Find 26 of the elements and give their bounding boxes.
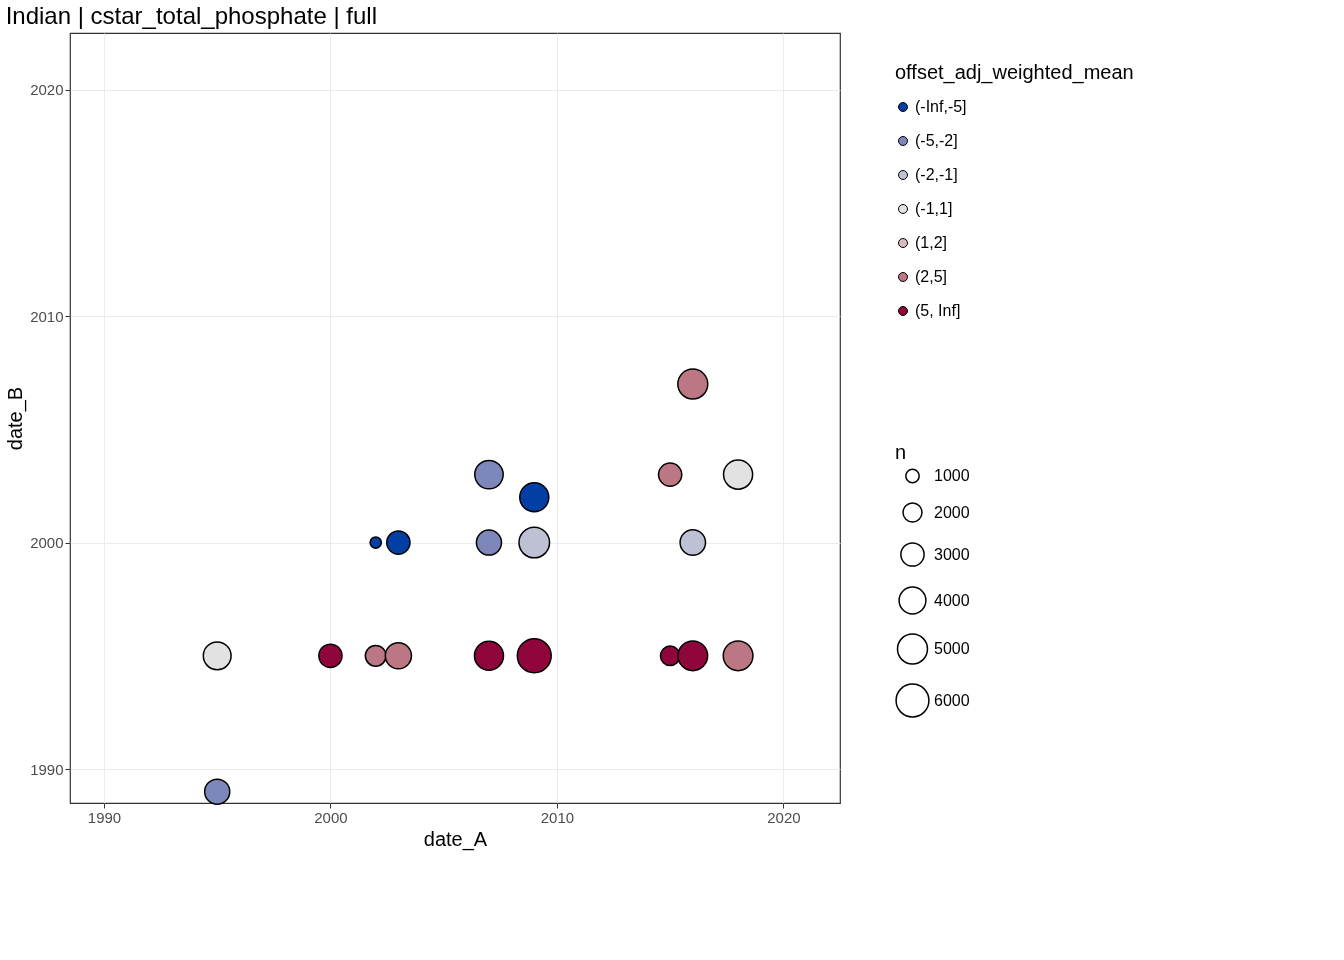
text: n	[895, 441, 907, 463]
y-tick-label: 2000	[30, 534, 64, 552]
y-tick-label: 2010	[30, 307, 64, 325]
legend-label: 4000	[934, 591, 970, 609]
x-tick-label: 2020	[767, 808, 801, 826]
text: offset_adj_weighted_mean	[895, 61, 1134, 83]
legend-label: (-1,1]	[915, 200, 953, 217]
legend-label: (-Inf,-5]	[915, 98, 967, 115]
y-tick-label: 2020	[30, 81, 64, 99]
legend-label: 6000	[934, 691, 970, 709]
chart-title: Indian | cstar_total_phosphate | full	[5, 2, 378, 29]
y-axis-title: date_B	[4, 386, 28, 451]
legend-label: 2000	[934, 503, 970, 521]
x-axis-title: date_A	[423, 827, 488, 851]
legend-label: 1000	[934, 467, 970, 484]
legend-label: (5, Inf]	[915, 302, 961, 319]
x-tick-label: 1990	[87, 808, 122, 826]
x-tick-label: 2000	[314, 808, 348, 826]
legend-label: (1,2]	[915, 234, 948, 251]
x-tick-label: 2010	[540, 808, 575, 826]
legend-label: (-5,-2]	[915, 132, 958, 149]
legend-label: (2,5]	[915, 268, 948, 285]
y-tick-label: 1990	[30, 760, 64, 778]
legend-label: 5000	[934, 640, 970, 657]
legend-label: 3000	[934, 545, 970, 563]
legend-label: (-2,-1]	[915, 166, 958, 183]
